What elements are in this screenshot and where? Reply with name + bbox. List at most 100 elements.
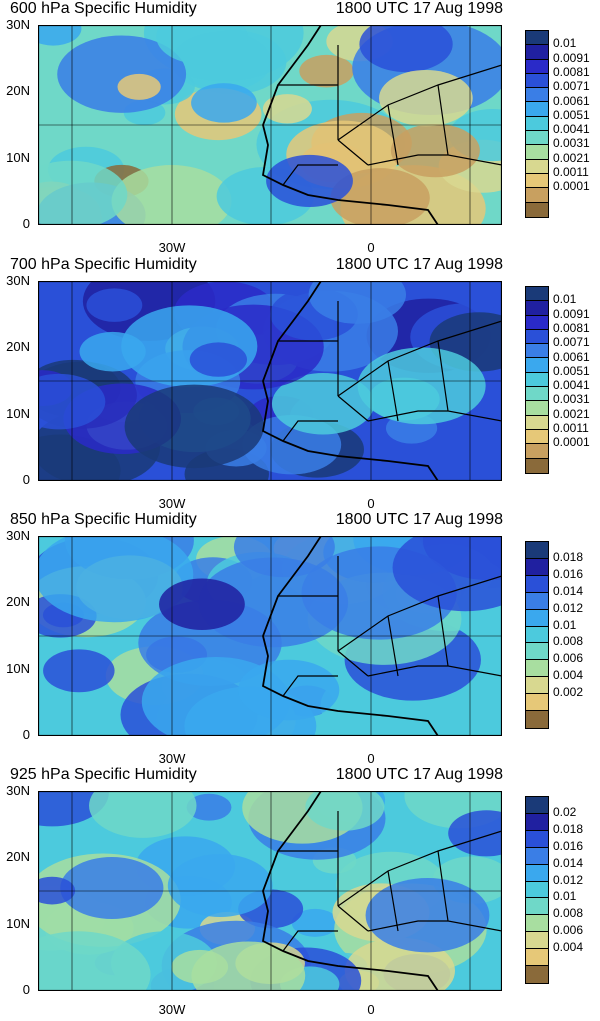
- lat-label-20n: 20N: [6, 594, 30, 609]
- country-borders: [262, 301, 502, 442]
- colorbar-label: 0.006: [553, 923, 584, 938]
- colorbar: [525, 541, 549, 729]
- colorbar-label: 0.0061: [553, 349, 590, 364]
- country-borders: [262, 45, 502, 186]
- colorbar-label: 0.01: [553, 292, 577, 307]
- colorbar-swatch: [526, 898, 548, 916]
- colorbar-label: 0.0001: [553, 435, 590, 450]
- colorbar-swatch: [526, 429, 548, 445]
- humidity-contour: [262, 94, 312, 124]
- gridlines: [38, 281, 502, 481]
- humidity-contour: [124, 384, 264, 469]
- country-borders: [262, 556, 502, 697]
- coastline: [262, 25, 439, 225]
- colorbar-swatch: [526, 301, 548, 316]
- humidity-map: [38, 536, 502, 736]
- humidity-contour: [368, 377, 440, 421]
- colorbar-swatch: [526, 660, 548, 678]
- panel-title: 600 hPa Specific Humidity: [10, 0, 197, 17]
- colorbar-swatch: [526, 372, 548, 388]
- colorbar-label: 0.012: [553, 872, 584, 887]
- panel-600hpa: 600 hPa Specific Humidity 1800 UTC 17 Au…: [0, 0, 600, 255]
- humidity-contour: [266, 154, 353, 207]
- colorbar-label: 0.002: [553, 685, 584, 700]
- colorbar-swatch: [526, 949, 548, 967]
- colorbar-swatch: [526, 102, 548, 117]
- colorbar-label: 0.0021: [553, 150, 590, 165]
- lon-label-30w: 30W: [158, 1002, 186, 1017]
- colorbar-label: 0.014: [553, 583, 584, 598]
- colorbar-swatch: [526, 159, 548, 174]
- colorbar-label: 0.018: [553, 821, 584, 836]
- lon-label-0: 0: [367, 751, 375, 766]
- gridlines: [38, 791, 502, 991]
- map-frame: [38, 25, 502, 225]
- humidity-contour: [365, 878, 490, 953]
- lat-label-30n: 30N: [6, 528, 30, 543]
- humidity-contour: [117, 73, 161, 100]
- humidity-contour: [191, 941, 306, 991]
- colorbar-label: 0.0081: [553, 64, 590, 79]
- colorbar-label: 0.0031: [553, 392, 590, 407]
- colorbar-swatch: [526, 458, 548, 473]
- colorbar-swatch: [526, 444, 548, 459]
- lat-label-0: 0: [22, 216, 30, 231]
- lat-label-20n: 20N: [6, 849, 30, 864]
- colorbar-label: 0.01: [553, 36, 577, 51]
- lat-label-20n: 20N: [6, 339, 30, 354]
- colorbar-swatch: [526, 881, 548, 899]
- humidity-contour: [392, 536, 502, 612]
- humidity-contour: [89, 791, 197, 838]
- map-frame: [38, 281, 502, 481]
- colorbar-swatch: [526, 202, 548, 217]
- colorbar-swatch: [526, 558, 548, 576]
- humidity-contour: [191, 83, 257, 123]
- colorbar-label: 0.02: [553, 804, 577, 819]
- humidity-contour: [189, 342, 247, 377]
- colorbar-swatch: [526, 188, 548, 203]
- colorbar-swatch: [526, 830, 548, 848]
- humidity-contour: [305, 791, 385, 831]
- colorbar-label: 0.008: [553, 634, 584, 649]
- humidity-contour: [448, 810, 502, 857]
- country-borders: [262, 811, 502, 952]
- humidity-contour: [111, 165, 232, 225]
- colorbar-swatch: [526, 966, 548, 983]
- colorbar: [525, 30, 549, 218]
- colorbar-label: 0.0051: [553, 363, 590, 378]
- humidity-contour: [390, 123, 480, 178]
- panel-time: 1800 UTC 17 Aug 1998: [335, 0, 503, 17]
- colorbar-swatch: [526, 626, 548, 644]
- panel-title: 925 hPa Specific Humidity: [10, 766, 197, 783]
- humidity-contour: [38, 373, 106, 430]
- humidity-map: [38, 25, 502, 225]
- lon-label-30w: 30W: [158, 751, 186, 766]
- lat-label-10n: 10N: [6, 150, 30, 165]
- colorbar: [525, 286, 549, 474]
- lat-label-10n: 10N: [6, 406, 30, 421]
- humidity-contour: [330, 168, 430, 225]
- panel-title: 700 hPa Specific Humidity: [10, 256, 197, 273]
- colorbar-swatch: [526, 45, 548, 60]
- colorbar-swatch: [526, 315, 548, 330]
- humidity-contour: [379, 70, 473, 127]
- humidity-contour: [86, 288, 143, 322]
- colorbar-label: 0.004: [553, 668, 584, 683]
- colorbar-swatch: [526, 575, 548, 593]
- colorbar-swatch: [526, 847, 548, 865]
- gridlines: [38, 536, 502, 736]
- colorbar-swatch: [526, 59, 548, 74]
- colorbar-label: 0.0071: [553, 335, 590, 350]
- lon-label-0: 0: [367, 496, 375, 511]
- colorbar-label: 0.0041: [553, 122, 590, 137]
- colorbar-swatch: [526, 813, 548, 831]
- colorbar-swatch: [526, 542, 548, 559]
- colorbar-swatch: [526, 344, 548, 359]
- panel-700hpa: 700 hPa Specific Humidity 1800 UTC 17 Au…: [0, 256, 600, 511]
- colorbar-swatch: [526, 401, 548, 416]
- colorbar-label: 0.0011: [553, 165, 589, 180]
- colorbar-label: 0.0021: [553, 406, 590, 421]
- panel-850hpa: 850 hPa Specific Humidity 1800 UTC 17 Au…: [0, 511, 600, 766]
- colorbar-label: 0.0081: [553, 320, 590, 335]
- colorbar-swatch: [526, 287, 548, 302]
